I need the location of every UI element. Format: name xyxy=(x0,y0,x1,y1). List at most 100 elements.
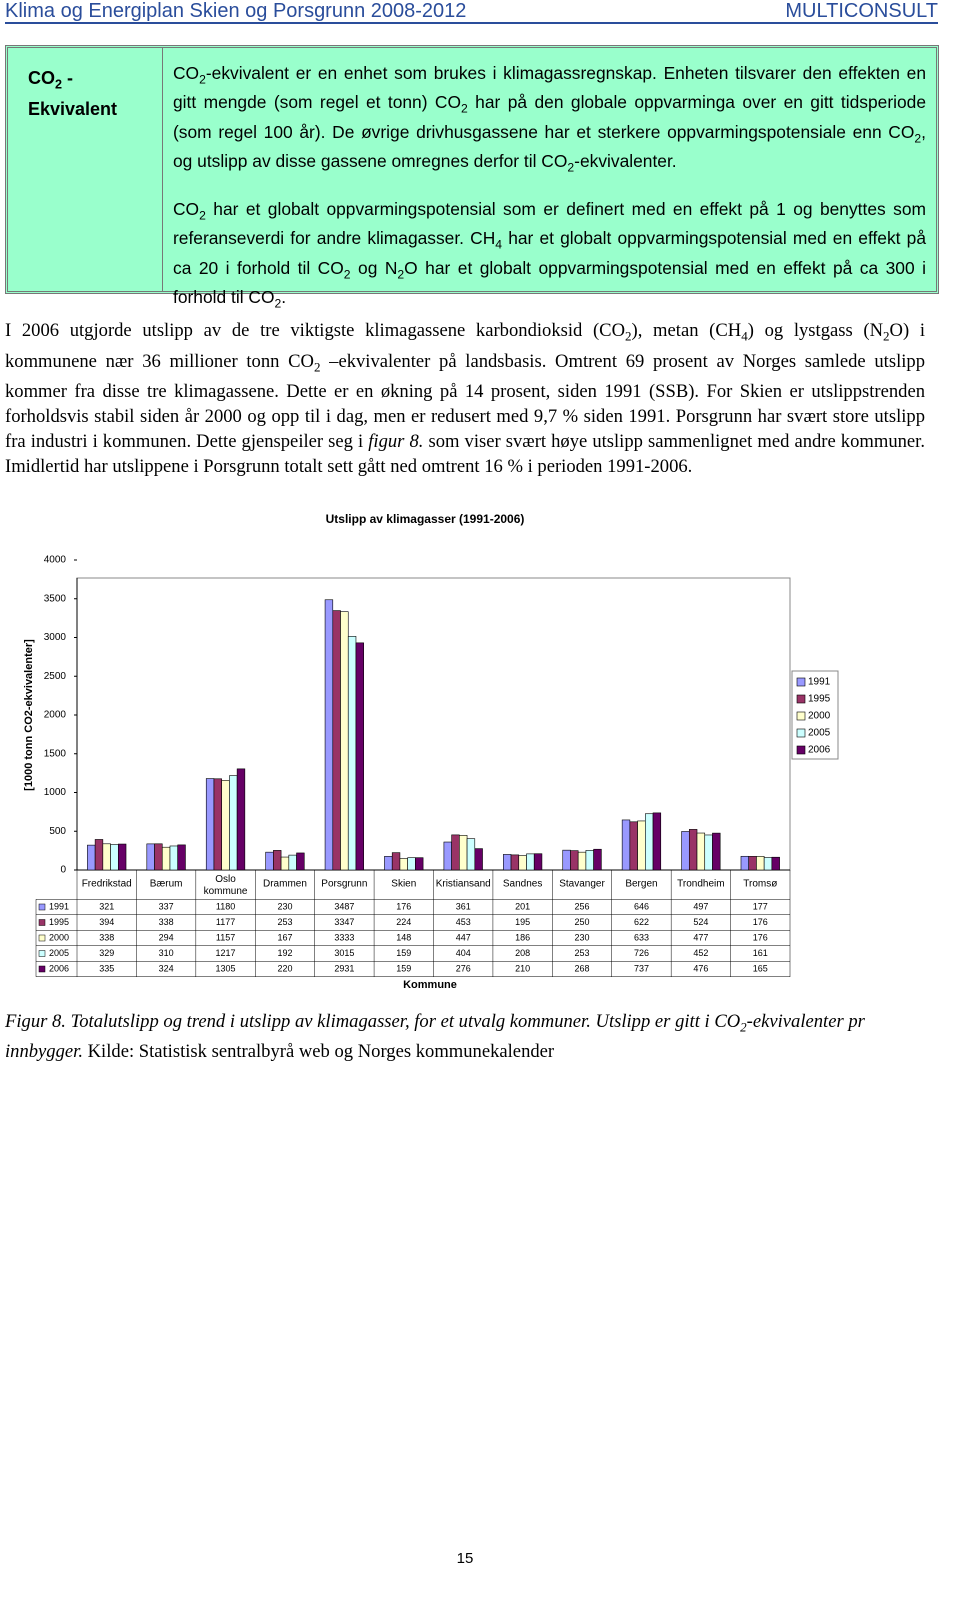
bar xyxy=(756,856,765,871)
table-cell: 361 xyxy=(456,901,471,911)
text-run: -ekvivalenter. xyxy=(574,151,677,172)
table-cell: 159 xyxy=(396,963,411,973)
bar xyxy=(280,856,290,871)
bar xyxy=(533,853,543,871)
table-cell: 404 xyxy=(456,948,471,958)
table-cell: 177 xyxy=(753,901,768,911)
text-run: I 2006 utgjorde utslipp av de tre viktig… xyxy=(5,320,626,341)
bar xyxy=(288,854,297,871)
table-row-label: 2006 xyxy=(49,963,69,973)
legend-swatch xyxy=(796,694,806,704)
bar xyxy=(459,835,468,871)
table-cell: 192 xyxy=(277,948,292,958)
x-tick-label: Skien xyxy=(391,879,416,890)
table-cell: 453 xyxy=(456,917,471,927)
y-tick-label: 2500 xyxy=(44,671,67,682)
text-run: 2 xyxy=(883,328,890,344)
y-tick-label: 0 xyxy=(60,865,66,876)
page-number: 15 xyxy=(456,1550,474,1567)
bar xyxy=(407,857,416,871)
header-title: Klima og Energiplan Skien og Porsgrunn 2… xyxy=(5,0,467,22)
text-run: har på den globale oppvarminga over en g… xyxy=(173,92,926,142)
bar xyxy=(384,856,393,871)
text-run: ) og lystgass (N xyxy=(747,320,884,341)
bar xyxy=(503,854,512,871)
x-tick-label: Stavanger xyxy=(559,879,605,890)
table-cell: 201 xyxy=(515,901,530,911)
table-cell: 208 xyxy=(515,948,530,958)
table-cell: 524 xyxy=(693,917,708,927)
text-run: 2 xyxy=(567,160,575,175)
text-run: O har et globalt oppvarmingspotensial me… xyxy=(173,257,926,308)
text-run: O) i kommunene nær 36 millioner tonn CO xyxy=(5,320,925,372)
text-run: har et globalt oppvarmingspotensial med … xyxy=(173,228,926,278)
table-cell: 337 xyxy=(159,901,174,911)
bar xyxy=(585,850,594,871)
text-run: -ekvivalent er en enhet som brukes i kli… xyxy=(173,63,926,113)
table-cell: 329 xyxy=(99,948,114,958)
text-run: CO xyxy=(173,63,200,83)
bar xyxy=(236,768,246,871)
table-cell: 224 xyxy=(396,917,411,927)
legend-label: 2005 xyxy=(808,728,831,739)
table-cell: 161 xyxy=(753,948,768,958)
paragraph: CO 2 -ekvivalent er en enhet som brukes i … xyxy=(173,62,926,180)
bar xyxy=(637,820,646,871)
table-cell: 253 xyxy=(575,948,590,958)
bar xyxy=(570,850,579,871)
text-run: 4 xyxy=(495,237,503,252)
table-cell: 230 xyxy=(575,932,590,942)
text-run: Figur 8. Totalutslipp og trend i utslipp… xyxy=(5,1011,741,1032)
table-cell: 1180 xyxy=(216,901,235,911)
text-run: har et globalt oppvarmingspotensial som … xyxy=(173,198,926,249)
y-axis-label: [1000 tonn CO2-ekvivalenter] xyxy=(23,639,35,791)
table-swatch xyxy=(38,934,46,942)
table-swatch xyxy=(38,919,46,926)
legend-swatch xyxy=(796,728,806,738)
table-cell: 159 xyxy=(396,948,411,958)
bar xyxy=(102,843,111,871)
bar xyxy=(110,844,119,871)
y-tick-label: 1500 xyxy=(44,748,67,759)
bar xyxy=(94,839,104,871)
bar xyxy=(740,855,750,871)
bar xyxy=(169,845,179,871)
table-row-label: 1991 xyxy=(49,901,69,911)
body-text: I 2006 utgjorde utslipp av de tre viktig… xyxy=(5,318,925,479)
legend-label: 1995 xyxy=(808,694,831,705)
table-cell: 294 xyxy=(159,932,174,942)
table-cell: 276 xyxy=(456,963,471,973)
x-tick-label: Sandnes xyxy=(503,879,542,890)
bar xyxy=(474,848,483,871)
text-run: og N xyxy=(350,257,398,278)
bar xyxy=(771,856,780,871)
legend-frame xyxy=(791,670,839,760)
table-cell: 2931 xyxy=(334,963,354,973)
text-run: som viser svært høye utslipp sammenligne… xyxy=(5,431,925,478)
legend-swatch xyxy=(796,711,806,721)
bar xyxy=(712,832,721,871)
table-cell: 310 xyxy=(159,948,174,958)
bar xyxy=(324,599,334,871)
definition-box: CO2 - Ekvivalent CO2-ekvivalent er en en… xyxy=(5,45,939,311)
bar xyxy=(221,780,230,871)
table-cell: 3333 xyxy=(334,932,354,942)
bar xyxy=(696,832,706,871)
table-cell: 324 xyxy=(159,963,174,973)
table-cell: 447 xyxy=(456,932,471,942)
table-cell: 394 xyxy=(99,917,114,927)
text-run: CO xyxy=(28,68,55,88)
table-row-label: 2000 xyxy=(49,932,69,942)
bar xyxy=(205,778,215,871)
text-run: . xyxy=(281,287,287,308)
text-run: 2 xyxy=(343,267,351,282)
table-cell: 646 xyxy=(634,901,649,911)
table-cell: 1157 xyxy=(216,932,235,942)
table-cell: 3015 xyxy=(334,948,354,958)
table-cell: 220 xyxy=(277,963,292,973)
bar xyxy=(347,636,357,871)
table-cell: 321 xyxy=(99,901,114,911)
table-cell: 1305 xyxy=(216,963,236,973)
x-tick-label: Fredrikstad xyxy=(82,879,132,890)
